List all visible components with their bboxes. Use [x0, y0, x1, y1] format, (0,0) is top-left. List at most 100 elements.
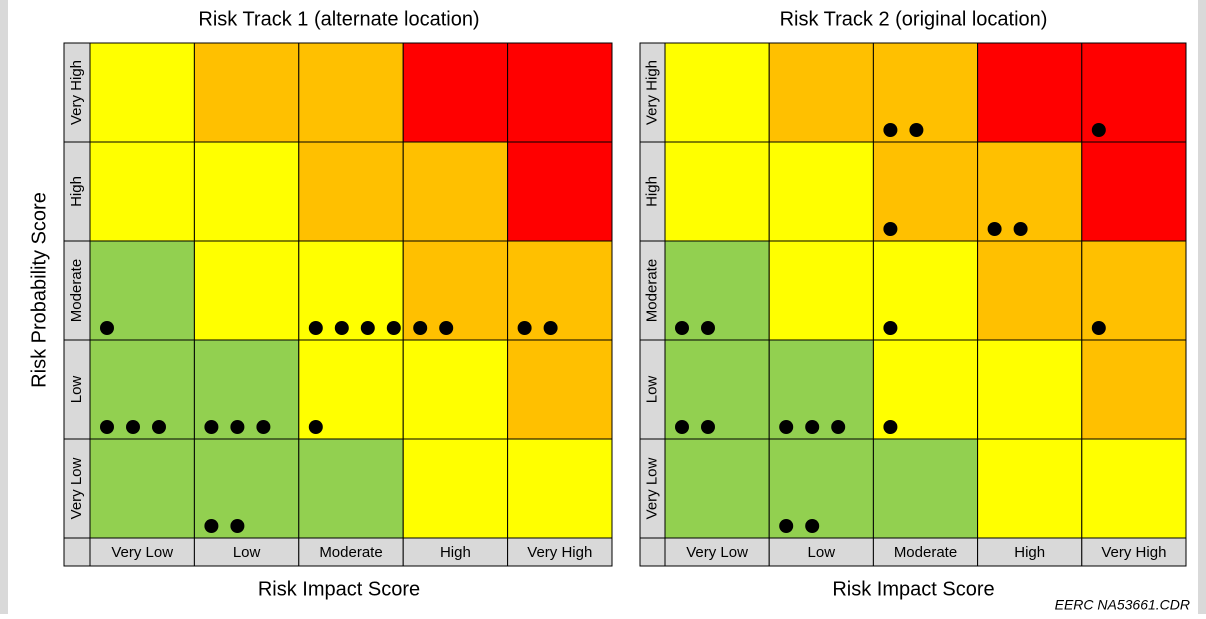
matrix-cell	[977, 240, 1083, 341]
matrix-cell	[193, 240, 300, 341]
matrix-cell	[402, 42, 509, 143]
risk-count	[883, 321, 898, 335]
risk-dot	[204, 519, 219, 533]
matrix-cell	[89, 438, 195, 539]
matrix-title: Risk Track 1 (alternate location)	[198, 8, 479, 30]
matrix-cell	[402, 339, 509, 440]
risk-dot	[230, 519, 245, 533]
risk-dot	[126, 420, 140, 434]
corner-cell	[63, 537, 91, 567]
risk-dot	[517, 321, 532, 335]
risk-dot	[701, 420, 715, 434]
matrix-cell	[977, 438, 1083, 539]
x-axis-label: Risk Impact Score	[832, 578, 994, 600]
matrix-cell	[1081, 141, 1187, 242]
risk-count	[987, 222, 1028, 236]
row-label-cell	[639, 339, 666, 440]
risk-dot	[334, 321, 349, 335]
column-label-cell	[872, 537, 979, 567]
y-axis-label: Risk Probability Score	[28, 192, 50, 388]
matrix-cell	[507, 141, 613, 242]
column-label: Moderate	[894, 544, 957, 561]
column-label: Very High	[527, 544, 592, 561]
risk-dot	[987, 222, 1002, 236]
risk-count	[675, 420, 715, 434]
row-label: Moderate	[68, 259, 85, 322]
risk-dot	[883, 321, 898, 335]
risk-dot	[701, 321, 715, 335]
risk-dot	[883, 420, 898, 434]
row-label: Very High	[643, 60, 660, 125]
risk-dot	[883, 222, 898, 236]
risk-count	[308, 321, 401, 335]
risk-count	[1091, 123, 1106, 137]
risk-dot	[204, 420, 219, 434]
risk-dot	[1091, 321, 1106, 335]
column-label-cell	[89, 537, 195, 567]
matrix-cell	[977, 339, 1083, 440]
row-label-cell	[639, 438, 666, 539]
matrix-cell	[1081, 438, 1187, 539]
risk-dot	[675, 321, 689, 335]
risk-count	[675, 321, 715, 335]
risk-dot	[413, 321, 428, 335]
matrix-cell	[402, 438, 509, 539]
matrix-cell	[664, 141, 770, 242]
risk-count	[204, 420, 271, 434]
row-label: Very Low	[643, 457, 660, 519]
row-label-cell	[639, 240, 666, 341]
risk-dot	[805, 420, 820, 434]
matrix-cell	[768, 42, 874, 143]
risk-count	[204, 519, 245, 533]
risk-count	[883, 420, 898, 434]
column-label: High	[440, 544, 471, 561]
column-label: Low	[233, 544, 261, 561]
risk-dot	[779, 519, 794, 533]
risk-dot	[230, 420, 245, 434]
column-label-cell	[977, 537, 1083, 567]
matrix-cell	[402, 141, 509, 242]
row-label-cell	[63, 438, 91, 539]
risk-count	[779, 519, 820, 533]
column-label-cell	[664, 537, 770, 567]
risk-dot	[360, 321, 375, 335]
risk-dot	[909, 123, 924, 137]
risk-dot	[779, 420, 794, 434]
footer: EERC NA53661.CDR	[1055, 597, 1190, 613]
risk-dot	[805, 519, 820, 533]
risk-dot	[675, 420, 689, 434]
column-label: Low	[808, 544, 836, 561]
risk-count	[308, 420, 323, 434]
matrix-title: Risk Track 2 (original location)	[780, 8, 1048, 30]
row-label: Very High	[68, 60, 85, 125]
matrix-cell	[193, 42, 300, 143]
risk-dot	[152, 420, 166, 434]
matrix-cell	[768, 240, 874, 341]
row-label: Low	[643, 376, 660, 404]
matrix-cell	[507, 42, 613, 143]
risk-dot	[386, 321, 401, 335]
column-label: High	[1014, 544, 1045, 561]
risk-dot	[100, 420, 114, 434]
risk-count	[100, 321, 114, 335]
matrix-cell	[89, 42, 195, 143]
matrix-cell	[89, 141, 195, 242]
column-label: Very Low	[686, 544, 748, 561]
risk-dot	[831, 420, 846, 434]
risk-dot	[308, 420, 323, 434]
matrix-cell	[298, 141, 404, 242]
matrix-cell	[664, 438, 770, 539]
risk-count	[883, 123, 924, 137]
matrix-cell	[298, 438, 404, 539]
matrix-cell	[193, 141, 300, 242]
column-label: Moderate	[319, 544, 382, 561]
risk-count	[413, 321, 454, 335]
row-label: High	[68, 176, 85, 207]
risk-count	[100, 420, 166, 434]
matrix-cell	[1081, 339, 1187, 440]
corner-cell	[639, 537, 666, 567]
risk-count	[1091, 321, 1106, 335]
row-label: High	[643, 176, 660, 207]
